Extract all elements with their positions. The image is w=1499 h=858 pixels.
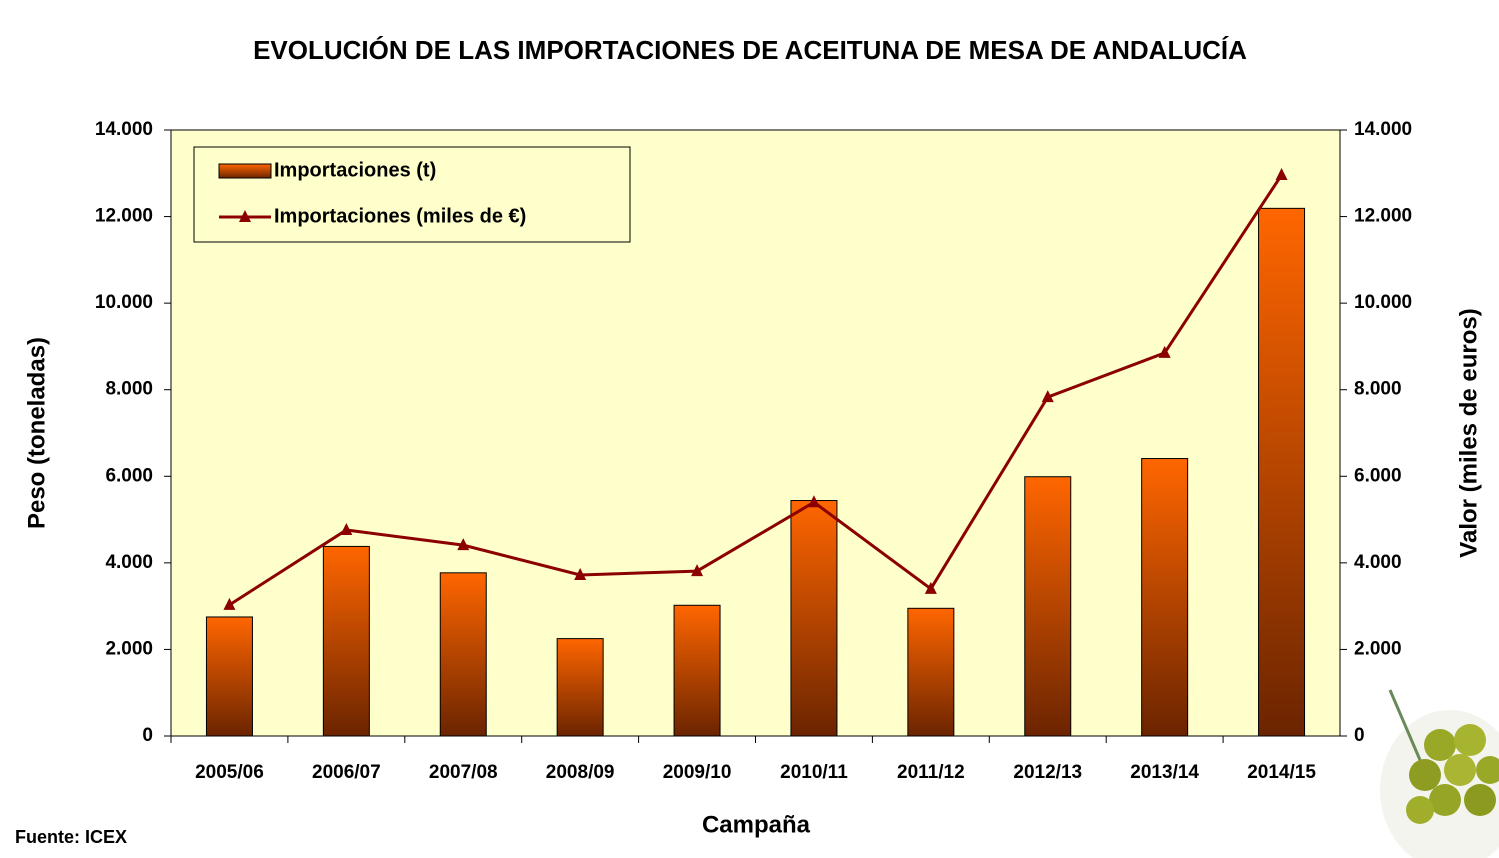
marker [924, 581, 937, 594]
bar [673, 604, 721, 737]
legend-box [193, 146, 631, 243]
x-tick-label: 2006/07 [312, 762, 381, 783]
chart-title: EVOLUCIÓN DE LAS IMPORTACIONES DE ACEITU… [253, 35, 1247, 65]
x-tick-label: 2008/09 [546, 762, 615, 783]
y-tick-label: 8.000 [105, 379, 153, 400]
y2-tick-label: 6.000 [1354, 465, 1402, 486]
legend-marker [239, 210, 251, 222]
bar [1024, 476, 1072, 737]
y2-axis-title: Valor (miles de euros) [1455, 308, 1482, 557]
marker [807, 495, 820, 508]
line [228, 174, 1283, 607]
marker [691, 564, 704, 577]
x-tick-label: 2014/15 [1247, 762, 1316, 783]
bar [1258, 207, 1306, 737]
y2-tick-label: 14.000 [1354, 119, 1412, 140]
y2-tick-label: 4.000 [1354, 552, 1402, 573]
marker [1041, 390, 1054, 403]
y-tick-label: 2.000 [105, 638, 153, 659]
bar [205, 616, 253, 737]
marker [574, 567, 587, 580]
y-tick-label: 6.000 [105, 465, 153, 486]
y-tick-label: 12.000 [95, 206, 153, 227]
legend-swatch [218, 163, 272, 179]
marker [223, 597, 236, 610]
marker [1158, 345, 1171, 358]
marker [340, 522, 353, 535]
x-tick-label: 2007/08 [429, 762, 498, 783]
marker [457, 538, 470, 551]
x-tick-label: 2011/12 [897, 762, 965, 783]
y2-tick-label: 0 [1354, 725, 1365, 746]
bar [322, 545, 370, 737]
bar [790, 500, 838, 737]
bar [907, 607, 955, 737]
y2-tick-label: 12.000 [1354, 206, 1412, 227]
y2-tick-label: 10.000 [1354, 292, 1412, 313]
source-note: Fuente: ICEX [15, 827, 127, 847]
legend-label: Importaciones (t) [274, 159, 436, 181]
y2-tick-label: 2.000 [1354, 638, 1402, 659]
olive-bowl [1380, 689, 1499, 858]
y-tick-label: 14.000 [95, 119, 153, 140]
y-tick-label: 4.000 [105, 552, 153, 573]
y2-tick-label: 8.000 [1354, 379, 1402, 400]
x-tick-label: 2009/10 [663, 762, 732, 783]
x-tick-label: 2013/14 [1130, 762, 1199, 783]
y-axis-title: Peso (toneladas) [23, 337, 50, 529]
legend-label: Importaciones (miles de €) [274, 205, 526, 227]
marker [1275, 168, 1288, 181]
x-tick-label: 2010/11 [780, 762, 848, 783]
bar [556, 638, 604, 737]
x-tick-label: 2012/13 [1013, 762, 1082, 783]
y-tick-label: 10.000 [95, 292, 153, 313]
bar [1141, 458, 1189, 737]
y-tick-label: 0 [142, 725, 153, 746]
bar [439, 572, 487, 737]
x-tick-label: 2005/06 [195, 762, 264, 783]
x-axis-title: Campaña [702, 811, 811, 838]
